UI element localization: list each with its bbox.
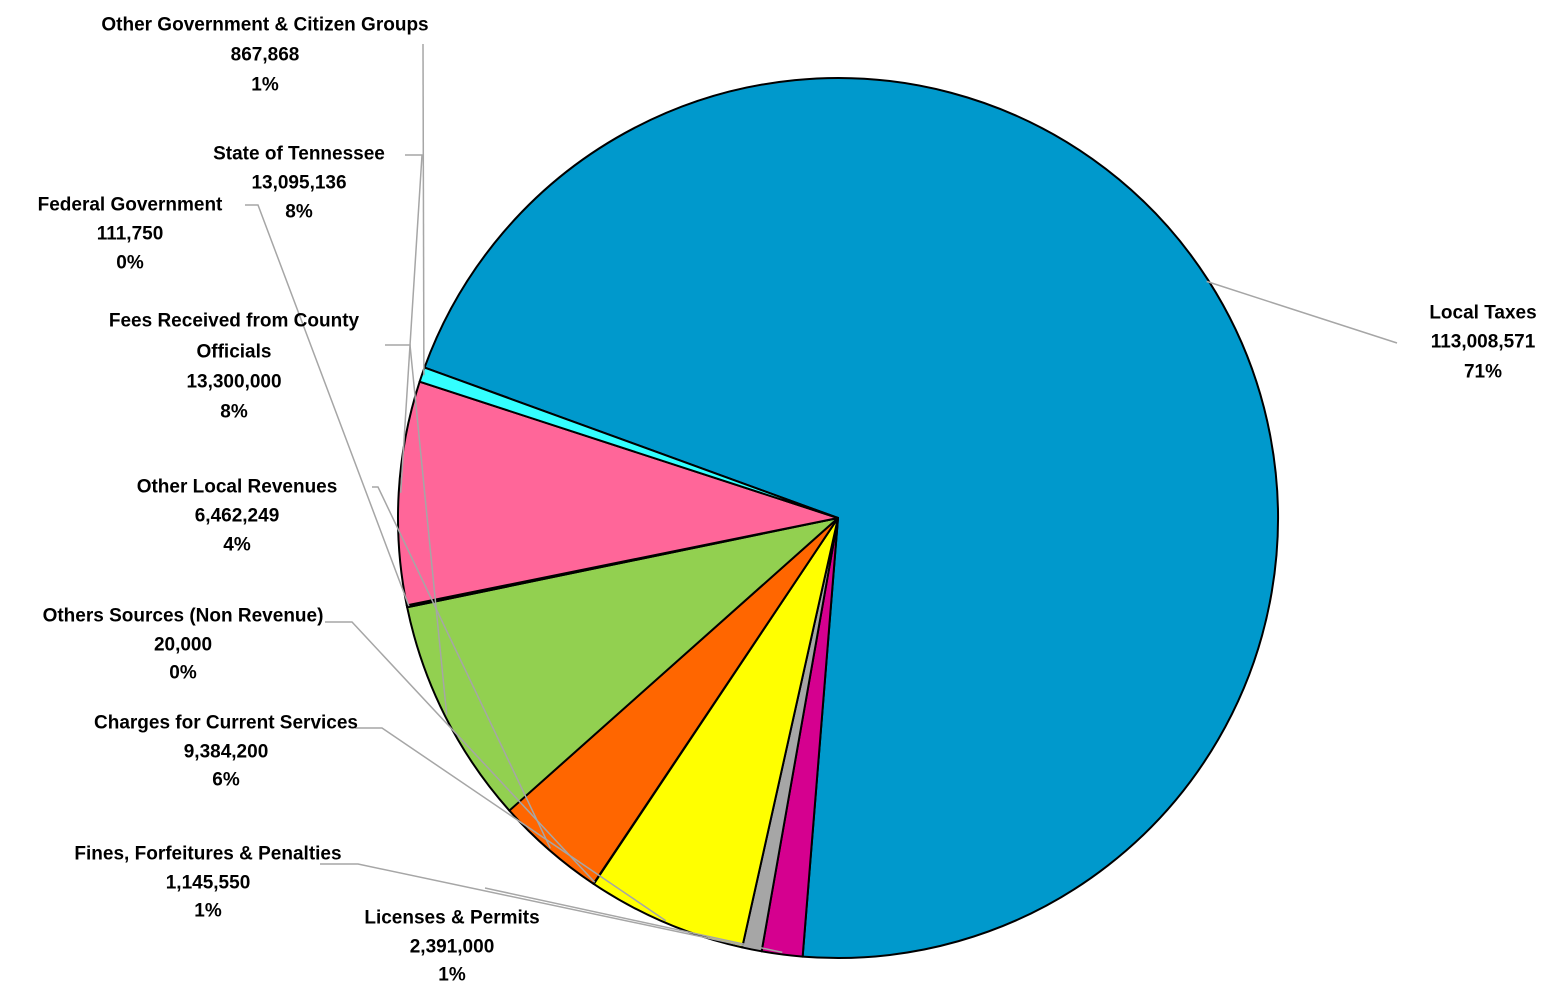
label-percent-charges-for-current-services: 6% — [212, 770, 240, 791]
label-name-other-government-citizen-groups: Other Government & Citizen Groups — [101, 15, 428, 36]
leader-line-others-sources-non-revenue — [325, 621, 596, 883]
label-name-charges-for-current-services: Charges for Current Services — [94, 713, 358, 734]
label-percent-state-of-tennessee: 8% — [285, 202, 313, 223]
label-name-other-local-revenues: Other Local Revenues — [137, 477, 338, 498]
pie-slices — [397, 77, 1279, 960]
label-name-state-of-tennessee: State of Tennessee — [213, 144, 385, 165]
leader-line-other-government-citizen-groups — [422, 43, 425, 376]
label-percent-licenses-permits: 1% — [438, 965, 466, 985]
label-value-state-of-tennessee: 13,095,136 — [251, 173, 346, 194]
label-percent-fees-received-from-county-officials: 8% — [220, 402, 248, 423]
label-percent-local-taxes: 71% — [1464, 362, 1502, 383]
leader-line-local-taxes — [1206, 280, 1398, 344]
label-value-other-government-citizen-groups: 867,868 — [231, 45, 300, 66]
leader-line-other-local-revenues — [372, 486, 552, 849]
label-percent-other-local-revenues: 4% — [223, 535, 251, 556]
slice-fees-received-from-county-officials — [406, 517, 839, 812]
leader-lines — [245, 43, 1398, 954]
label-percent-others-sources-non-revenue: 0% — [169, 663, 197, 684]
label-value-local-taxes: 113,008,571 — [1431, 332, 1536, 353]
slice-charges-for-current-services — [592, 517, 839, 949]
leader-line-federal-government — [245, 204, 410, 607]
label-value-fines-forfeitures-penalties: 1,145,550 — [166, 873, 251, 894]
label-value-licenses-permits: 2,391,000 — [410, 937, 495, 958]
slice-local-taxes — [423, 77, 1279, 960]
label-name-fees-received-from-county-officials: Officials — [197, 342, 272, 363]
label-name-federal-government: Federal Government — [38, 195, 223, 216]
leader-line-fines-forfeitures-penalties — [320, 863, 753, 949]
label-value-fees-received-from-county-officials: 13,300,000 — [186, 372, 281, 393]
leader-line-licenses-permits — [484, 887, 783, 954]
label-value-federal-government: 111,750 — [97, 224, 164, 245]
data-labels: Local Taxes 113,008,571 71% Licenses & Perm… — [38, 15, 1537, 985]
label-name-fees-received-from-county-officials: Fees Received from County — [109, 311, 360, 332]
label-name-local-taxes: Local Taxes — [1429, 303, 1536, 324]
label-percent-federal-government: 0% — [116, 253, 144, 274]
label-percent-fines-forfeitures-penalties: 1% — [194, 901, 222, 922]
label-name-licenses-permits: Licenses & Permits — [364, 908, 539, 929]
label-value-charges-for-current-services: 9,384,200 — [184, 742, 269, 763]
label-name-fines-forfeitures-penalties: Fines, Forfeitures & Penalties — [74, 844, 341, 865]
label-value-others-sources-non-revenue: 20,000 — [154, 635, 212, 656]
label-percent-other-government-citizen-groups: 1% — [251, 75, 279, 96]
leader-line-state-of-tennessee — [399, 154, 423, 493]
label-name-others-sources-non-revenue: Others Sources (Non Revenue) — [43, 606, 324, 627]
label-value-other-local-revenues: 6,462,249 — [195, 506, 280, 527]
